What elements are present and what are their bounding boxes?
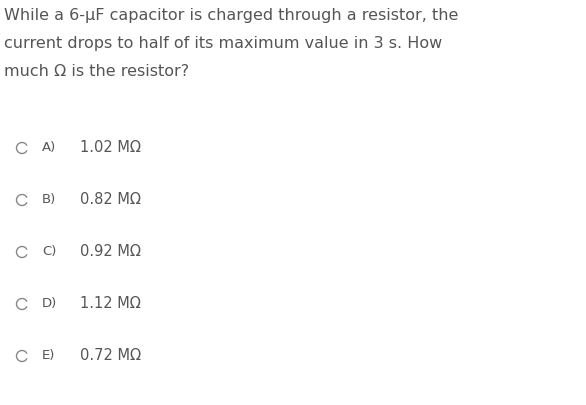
Text: 0.72 MΩ: 0.72 MΩ (80, 348, 141, 364)
Text: 1.02 MΩ: 1.02 MΩ (80, 141, 141, 156)
Text: much Ω is the resistor?: much Ω is the resistor? (4, 64, 189, 79)
Text: current drops to half of its maximum value in 3 s. How: current drops to half of its maximum val… (4, 36, 442, 51)
Text: A): A) (42, 141, 56, 154)
Text: While a 6-μF capacitor is charged through a resistor, the: While a 6-μF capacitor is charged throug… (4, 8, 458, 23)
Text: 0.82 MΩ: 0.82 MΩ (80, 192, 141, 207)
Text: 0.92 MΩ: 0.92 MΩ (80, 245, 141, 260)
Text: C): C) (42, 245, 56, 258)
Text: E): E) (42, 350, 55, 362)
Text: 1.12 MΩ: 1.12 MΩ (80, 296, 141, 311)
Text: D): D) (42, 298, 57, 311)
Text: B): B) (42, 194, 56, 207)
